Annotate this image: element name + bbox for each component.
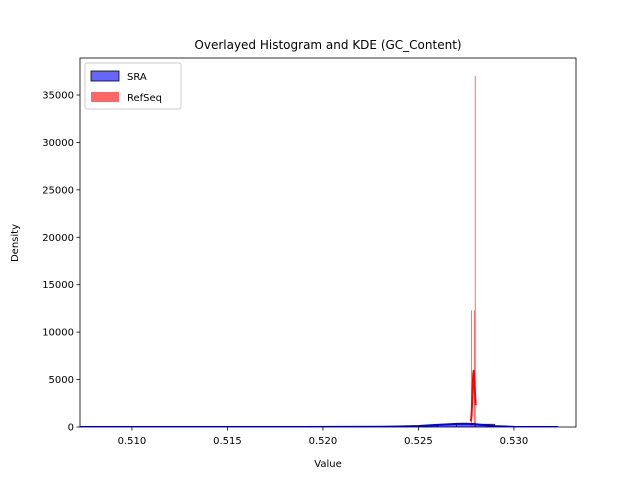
plot-area bbox=[80, 76, 558, 427]
y-tick-label: 20000 bbox=[42, 233, 74, 244]
axes-frame bbox=[79, 57, 577, 428]
histogram-bar bbox=[470, 310, 472, 427]
y-tick-label: 15000 bbox=[42, 280, 74, 291]
legend-swatch bbox=[91, 92, 119, 102]
x-tick-label: 0.530 bbox=[500, 436, 529, 447]
y-tick-label: 25000 bbox=[42, 185, 74, 196]
y-tick-label: 30000 bbox=[42, 138, 74, 149]
y-tick-label: 35000 bbox=[42, 90, 74, 101]
legend-label: RefSeq bbox=[127, 93, 162, 104]
chart-title: Overlayed Histogram and KDE (GC_Content) bbox=[194, 38, 461, 52]
histogram-bar bbox=[473, 310, 475, 427]
kde-line bbox=[469, 369, 477, 422]
legend-label: SRA bbox=[127, 72, 147, 83]
x-tick-label: 0.525 bbox=[404, 436, 433, 447]
y-tick-label: 0 bbox=[68, 423, 74, 434]
x-tick-label: 0.520 bbox=[309, 436, 338, 447]
x-axis-label: Value bbox=[314, 459, 341, 470]
x-tick-label: 0.515 bbox=[213, 436, 242, 447]
y-axis-label: Density bbox=[10, 224, 21, 262]
y-tick-label: 5000 bbox=[49, 375, 74, 386]
legend-swatch bbox=[90, 70, 120, 82]
y-tick-label: 10000 bbox=[42, 328, 74, 339]
x-tick-label: 0.510 bbox=[118, 436, 147, 447]
histogram-bar bbox=[474, 76, 476, 427]
